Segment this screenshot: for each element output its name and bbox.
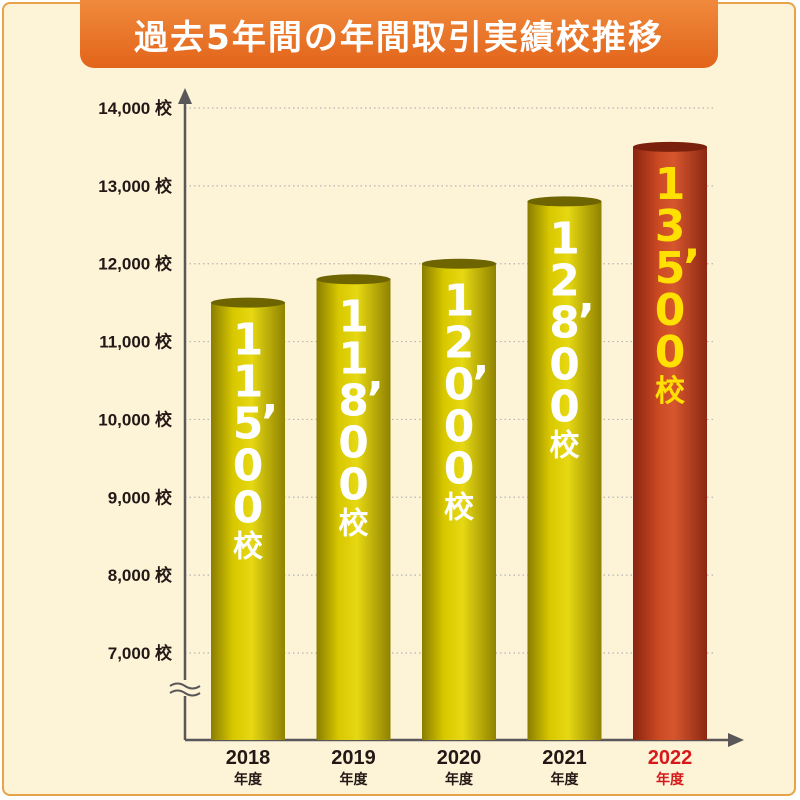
bar <box>211 297 285 740</box>
svg-text:1: 1 <box>444 276 475 327</box>
chart-title: 過去5年間の年間取引実績校推移 <box>80 0 718 68</box>
y-tick-label: 12,000 校 <box>98 254 173 274</box>
y-tick-label: 8,000 校 <box>108 565 173 585</box>
x-tick-unit: 年度 <box>340 771 369 788</box>
axis-break-icon <box>169 680 201 697</box>
svg-text:校: 校 <box>444 491 474 526</box>
svg-text:0: 0 <box>338 417 369 468</box>
svg-text:,: , <box>473 334 490 385</box>
svg-text:2: 2 <box>444 318 475 369</box>
x-tick-unit: 年度 <box>234 771 263 788</box>
y-axis-arrow <box>178 88 192 104</box>
x-tick-label: 2020 <box>437 747 482 769</box>
x-tick-unit: 年度 <box>656 771 685 788</box>
bar <box>633 141 707 740</box>
x-tick-label: 2019 <box>331 747 376 769</box>
x-tick-unit: 年度 <box>551 771 580 788</box>
y-tick-label: 11,000 校 <box>99 332 173 352</box>
svg-text:8: 8 <box>338 375 369 426</box>
svg-text:0: 0 <box>233 441 264 492</box>
y-tick-label: 14,000 校 <box>98 98 173 118</box>
svg-text:0: 0 <box>444 444 475 495</box>
svg-text:0: 0 <box>338 459 369 510</box>
bar-cap <box>527 196 602 207</box>
x-tick-label: 2022 <box>648 747 693 769</box>
svg-text:3: 3 <box>655 201 686 252</box>
bar-cap <box>422 258 496 269</box>
svg-text:1: 1 <box>233 357 264 408</box>
y-tick-label: 13,000 校 <box>98 176 173 196</box>
svg-text:,: , <box>578 271 595 322</box>
y-tick-label: 10,000 校 <box>98 409 173 429</box>
svg-text:0: 0 <box>655 327 686 378</box>
svg-text:,: , <box>367 349 384 400</box>
y-tick-label: 7,000 校 <box>108 643 173 663</box>
svg-text:0: 0 <box>233 483 264 534</box>
bar-cap <box>211 297 285 308</box>
svg-text:0: 0 <box>444 402 475 453</box>
x-tick-label: 2021 <box>542 747 587 769</box>
bar <box>527 196 602 740</box>
bar-cap <box>316 274 391 285</box>
svg-text:1: 1 <box>338 291 369 342</box>
svg-text:,: , <box>684 217 701 268</box>
svg-text:校: 校 <box>339 506 369 541</box>
bar <box>316 274 391 740</box>
svg-text:5: 5 <box>233 399 264 450</box>
svg-text:0: 0 <box>444 360 475 411</box>
svg-text:校: 校 <box>655 374 685 409</box>
x-tick-unit: 年度 <box>445 771 474 788</box>
svg-text:1: 1 <box>655 159 686 210</box>
bar-cap <box>633 141 707 152</box>
svg-text:2: 2 <box>549 255 580 306</box>
svg-text:,: , <box>262 373 279 424</box>
svg-text:0: 0 <box>549 381 580 432</box>
bar <box>422 258 496 740</box>
svg-text:5: 5 <box>655 243 686 294</box>
svg-text:0: 0 <box>655 285 686 336</box>
svg-text:0: 0 <box>549 339 580 390</box>
x-tick-label: 2018 <box>226 747 271 769</box>
svg-text:1: 1 <box>549 213 580 264</box>
svg-text:校: 校 <box>550 428 580 463</box>
svg-text:1: 1 <box>338 333 369 384</box>
svg-text:1: 1 <box>233 315 264 366</box>
svg-text:8: 8 <box>549 297 580 348</box>
x-axis-arrow <box>728 733 744 747</box>
svg-text:校: 校 <box>233 530 263 565</box>
y-tick-label: 9,000 校 <box>108 487 173 507</box>
